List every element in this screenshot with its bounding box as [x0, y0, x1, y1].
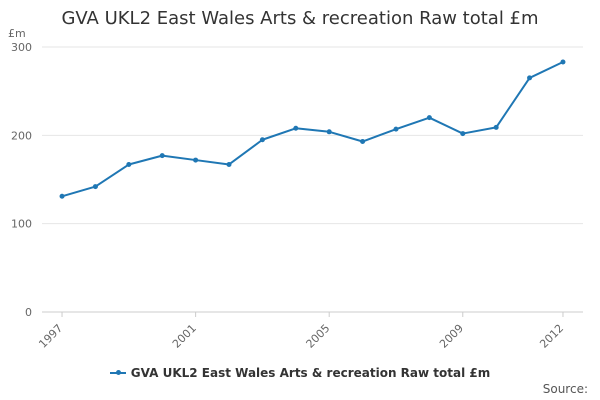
data-point-2011: [527, 75, 533, 81]
data-point-2001: [193, 157, 199, 163]
data-point-2002: [226, 161, 232, 167]
x-tick-label: 1997: [36, 322, 65, 351]
legend-swatch-icon: [109, 370, 126, 375]
y-tick-label: 100: [11, 218, 32, 231]
data-point-2005: [326, 129, 332, 135]
x-tick-label: 2012: [537, 322, 566, 351]
x-tick-label: 2001: [170, 322, 199, 351]
data-point-2010: [493, 124, 499, 130]
source-label: Source:: [542, 382, 588, 396]
data-point-1999: [126, 161, 132, 167]
data-point-2006: [360, 139, 366, 145]
legend-label: GVA UKL2 East Wales Arts & recreation Ra…: [130, 366, 491, 380]
data-point-2003: [259, 137, 265, 143]
data-point-2012: [560, 59, 566, 65]
series-line: [61, 61, 564, 198]
data-point-2009: [460, 131, 466, 137]
legend[interactable]: GVA UKL2 East Wales Arts & recreation Ra…: [0, 366, 600, 380]
data-point-2008: [426, 115, 432, 121]
y-tick-label: 0: [25, 306, 32, 319]
data-point-2000: [159, 153, 165, 159]
y-tick-label: 300: [11, 41, 32, 54]
data-point-1998: [92, 184, 98, 190]
y-axis-unit-label: £m: [8, 27, 26, 40]
x-tick-label: 2005: [303, 322, 332, 351]
y-tick-label: 200: [11, 129, 32, 142]
x-tick-label: 2009: [437, 322, 466, 351]
chart-title: GVA UKL2 East Wales Arts & recreation Ra…: [61, 8, 539, 29]
data-point-2007: [393, 126, 399, 132]
data-point-1997: [59, 193, 65, 199]
data-point-2004: [293, 125, 299, 131]
